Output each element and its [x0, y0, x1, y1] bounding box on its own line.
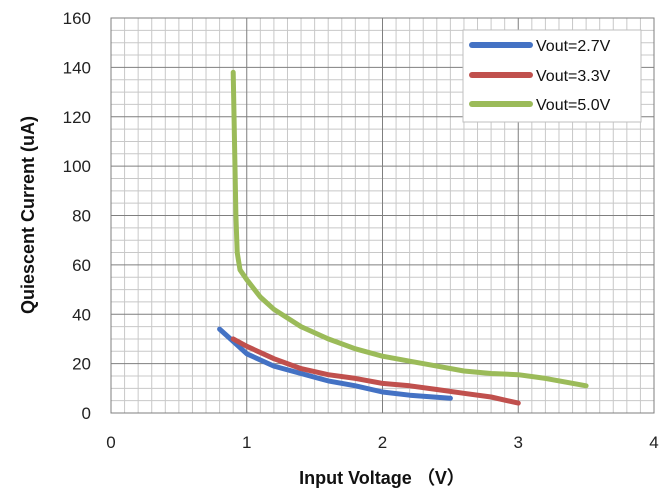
y-tick-label: 0	[82, 404, 91, 423]
y-axis-title: Quiescent Current (uA)	[18, 116, 38, 314]
legend-label-vout-3-3v: Vout=3.3V	[536, 68, 611, 85]
y-tick-label: 20	[72, 355, 91, 374]
x-tick-label: 3	[514, 433, 523, 452]
x-axis-title: Input Voltage （V）	[299, 468, 465, 488]
y-tick-label: 100	[63, 157, 91, 176]
y-tick-label: 120	[63, 108, 91, 127]
y-tick-label: 60	[72, 256, 91, 275]
y-tick-label: 140	[63, 58, 91, 77]
y-tick-label: 80	[72, 207, 91, 226]
legend: Vout=2.7V Vout=3.3V Vout=5.0V	[463, 30, 641, 122]
legend-label-vout-5-0v: Vout=5.0V	[536, 97, 611, 114]
x-tick-label: 1	[242, 433, 251, 452]
x-tick-label: 4	[649, 433, 658, 452]
y-tick-label: 40	[72, 305, 91, 324]
x-tick-label: 0	[106, 433, 115, 452]
x-axis-tick-labels: 0 1 2 3 4	[106, 433, 658, 452]
y-axis-tick-labels: 0 20 40 60 80 100 120 140 160	[63, 9, 91, 423]
y-tick-label: 160	[63, 9, 91, 28]
legend-label-vout-2-7v: Vout=2.7V	[536, 38, 611, 55]
x-tick-label: 2	[378, 433, 387, 452]
